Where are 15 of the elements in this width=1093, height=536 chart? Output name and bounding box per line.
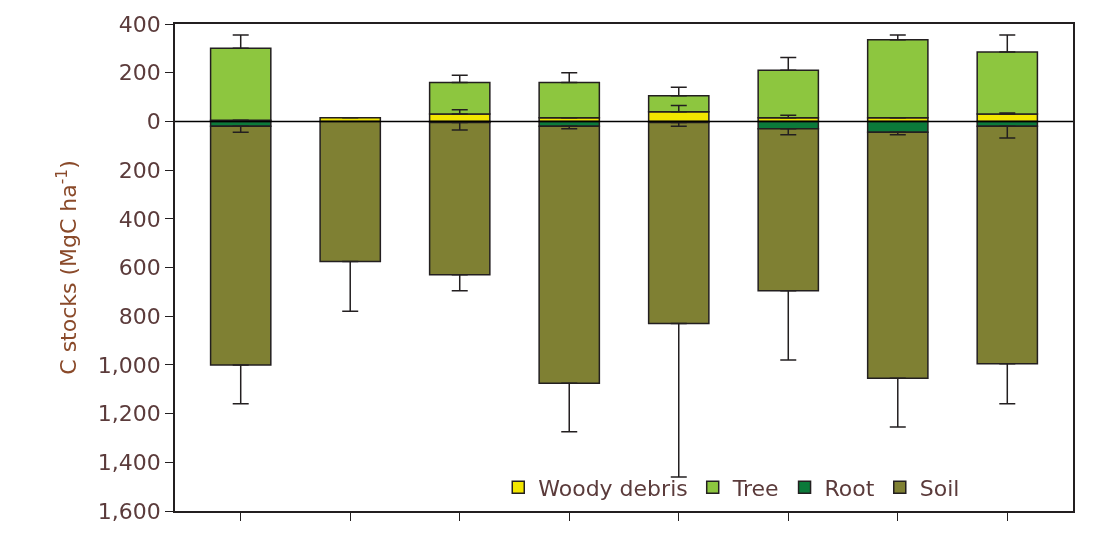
y-tick-label: 400 bbox=[118, 206, 161, 232]
y-tick-label: 1,200 bbox=[97, 401, 161, 427]
y-tick-label: 1,000 bbox=[97, 352, 161, 378]
y-tick-label: 600 bbox=[118, 255, 161, 281]
y-tick-label: 200 bbox=[118, 60, 161, 86]
legend-label: Tree bbox=[731, 475, 779, 501]
y-tick-label: 400 bbox=[118, 11, 161, 37]
y-tick-label: 800 bbox=[118, 303, 161, 329]
legend-label: Soil bbox=[919, 475, 960, 501]
y-tick-label: 200 bbox=[118, 157, 161, 183]
y-tick-label: 1,600 bbox=[97, 498, 161, 524]
legend-label: Woody debris bbox=[538, 475, 688, 501]
y-tick-label: 0 bbox=[146, 109, 161, 135]
y-tick-label: 1,400 bbox=[97, 450, 161, 475]
legend-label: Root bbox=[824, 475, 875, 501]
